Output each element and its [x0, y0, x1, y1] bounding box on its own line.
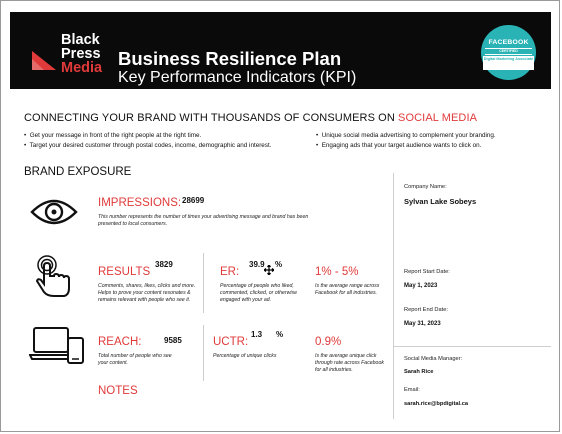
tap-hand-icon: [35, 255, 70, 297]
reach-value: 9585: [164, 336, 182, 345]
report-info-sidebar: Company Name: Sylvan Lake Sobeys Report …: [393, 173, 551, 419]
uctr-benchmark: 0.9%: [315, 336, 342, 348]
sidebar-divider: [394, 346, 551, 347]
devices-icon: [29, 327, 84, 364]
divider: [203, 325, 204, 381]
uctr-unit: %: [276, 330, 284, 339]
email-value: sarah.rice@bpdigital.ca: [404, 401, 469, 407]
tagline: CONNECTING YOUR BRAND WITH THOUSANDS OF …: [24, 112, 477, 124]
bullet-text: Get your message in front of the right p…: [29, 132, 202, 139]
er-label: ER:: [220, 266, 240, 278]
er-unit: %: [275, 260, 283, 269]
company-label: Company Name:: [404, 184, 447, 190]
uctr-label: UCTR:: [213, 336, 249, 348]
results-value: 3829: [155, 260, 173, 269]
divider: [203, 253, 204, 313]
uctr-benchmark-desc: Is the average unique click through rate…: [315, 353, 384, 374]
reach-label: REACH:: [98, 336, 142, 348]
end-date-value: May 31, 2023: [404, 321, 441, 327]
impressions-value: 28699: [182, 196, 205, 205]
results-desc: Comments, shares, likes, clicks and more…: [98, 283, 196, 304]
move-cursor-icon: [264, 265, 274, 275]
er-desc: Percentage of people who liked, commente…: [220, 283, 297, 304]
bullets-right: • Unique social media advertising to com…: [316, 131, 496, 150]
bullet-item: • Get your message in front of the right…: [24, 132, 202, 139]
bullet-text: Unique social media advertising to compl…: [321, 132, 496, 139]
tagline-prefix: CONNECTING YOUR BRAND WITH THOUSANDS OF …: [24, 112, 399, 124]
er-value: 39.9: [249, 260, 265, 269]
tagline-highlight: SOCIAL MEDIA: [398, 112, 478, 124]
uctr-value: 1.3: [251, 330, 263, 339]
bullet-item: • Unique social media advertising to com…: [316, 132, 496, 139]
reach-desc: Total number of people who see your cont…: [98, 353, 172, 367]
header-banner: Black Press Media Business Resilience Pl…: [10, 12, 551, 89]
end-date-label: Report End Date:: [404, 307, 448, 313]
badge-line-certified: CERTIFIED: [485, 48, 532, 55]
manager-label: Social Media Manager:: [404, 356, 463, 362]
start-date-label: Report Start Date:: [404, 269, 450, 275]
logo-line-press: Press: [61, 46, 101, 62]
manager-value: Sarah Rice: [404, 369, 434, 375]
bullet-text: Target your desired customer through pos…: [29, 141, 272, 149]
company-value: Sylvan Lake Sobeys: [404, 197, 477, 206]
bullet-item: • Target your desired customer through p…: [24, 141, 272, 149]
email-label: Email:: [404, 387, 420, 393]
bullet-item: • Engaging ads that your target audience…: [316, 141, 482, 149]
bullets-left: • Get your message in front of the right…: [24, 131, 271, 150]
badge-line-associate: Digital Marketing Associate: [483, 56, 534, 70]
logo-line-black: Black: [61, 32, 100, 48]
logo-text: Black Press Media: [61, 32, 103, 76]
section-title: BRAND EXPOSURE: [24, 166, 132, 178]
impressions-label: IMPRESSIONS:: [98, 197, 182, 209]
bullet-text: Engaging ads that your target audience w…: [321, 141, 482, 149]
er-benchmark: 1% - 5%: [315, 266, 359, 278]
page-title: Business Resilience Plan: [118, 48, 342, 69]
results-label: RESULTS: [98, 266, 151, 278]
start-date-value: May 1, 2023: [404, 283, 438, 289]
logo-line-media: Media: [61, 60, 103, 76]
impressions-desc: This number represents the number of tim…: [98, 214, 309, 228]
uctr-desc: Percentage of unique clicks: [213, 353, 277, 359]
notes-label: NOTES: [98, 385, 138, 397]
logo-mark-icon: [32, 51, 56, 70]
page-subtitle: Key Performance Indicators (KPI): [118, 69, 357, 86]
eye-icon: [30, 199, 78, 225]
er-benchmark-desc: Is the average range across Facebook for…: [315, 283, 380, 297]
badge-line-facebook: FACEBOOK: [488, 39, 529, 46]
facebook-certified-badge: FACEBOOK CERTIFIED Digital Marketing Ass…: [481, 25, 536, 80]
